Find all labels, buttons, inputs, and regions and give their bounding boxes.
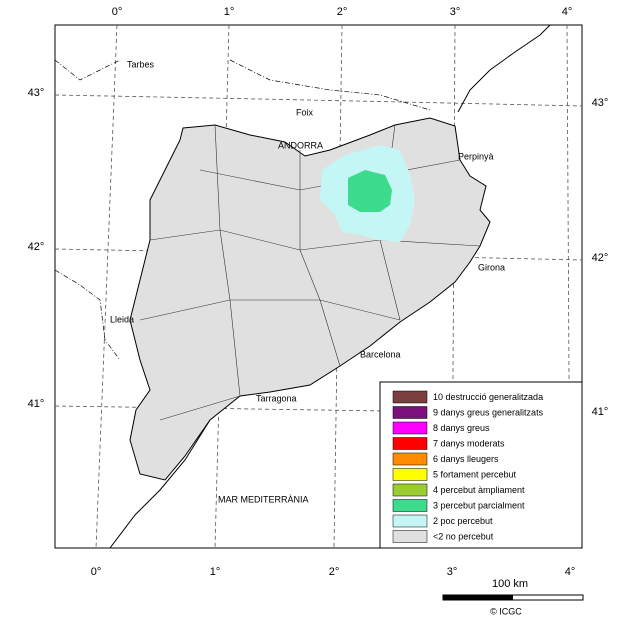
- lat-label: 41°: [28, 398, 45, 410]
- place-label: Girona: [478, 262, 505, 272]
- legend-swatch: [392, 483, 428, 497]
- legend-label: 8 danys greus: [433, 423, 490, 433]
- intensity-3-area: [348, 170, 392, 212]
- legend-swatch: [392, 530, 428, 543]
- legend: 10 destrucció generalitzada 9 danys greus…: [392, 390, 544, 543]
- sea-label: MAR MEDITERRÀNIA: [218, 494, 309, 504]
- legend-swatch: [392, 514, 428, 528]
- place-label: Perpinyà: [458, 151, 494, 161]
- lon-label: 1°: [224, 6, 235, 18]
- credit: © ICGC: [490, 606, 522, 616]
- lon-label: 1°: [210, 566, 221, 578]
- legend-swatch: [392, 421, 428, 435]
- legend-swatch: [392, 468, 428, 481]
- scale-bar-fill: [443, 595, 513, 600]
- coastline: [54, 24, 551, 549]
- legend-swatch: [392, 406, 428, 419]
- legend-label: 6 danys lleugers: [433, 454, 499, 464]
- place-label: Tarragona: [256, 393, 297, 403]
- lon-label: 2°: [329, 566, 340, 578]
- lat-label: 43°: [592, 97, 609, 109]
- legend-label: 3 percebut parcialment: [433, 500, 525, 510]
- lon-label: 0°: [112, 6, 123, 18]
- legend-label: <2 no percebut: [433, 531, 494, 541]
- lon-label: 3°: [447, 566, 458, 578]
- legend-swatch: [392, 390, 428, 404]
- lon-label: 2°: [337, 6, 348, 18]
- legend-swatch: [392, 437, 428, 450]
- legend-label: 10 destrucció generalitzada: [433, 392, 543, 402]
- legend-label: 4 percebut àmpliament: [433, 485, 525, 495]
- place-label: Barcelona: [360, 349, 401, 359]
- legend-swatch: [392, 499, 428, 512]
- place-label: ANDORRA: [278, 140, 323, 150]
- lat-label: 42°: [592, 252, 609, 264]
- lon-label: 3°: [450, 6, 461, 18]
- legend-label: 2 poc percebut: [433, 516, 493, 526]
- lon-label: 4°: [562, 6, 573, 18]
- scale-label: 100 km: [492, 578, 528, 590]
- lon-label: 0°: [91, 566, 102, 578]
- legend-swatch: [392, 452, 428, 466]
- legend-label: 9 danys greus generalitzats: [433, 407, 544, 417]
- place-label: Foix: [296, 107, 314, 117]
- place-label: Tarbes: [127, 59, 155, 69]
- lon-label: 4°: [565, 566, 576, 578]
- legend-label: 5 fortament percebut: [433, 469, 517, 479]
- legend-label: 7 danys moderats: [433, 438, 505, 448]
- place-label: Lleida: [110, 314, 134, 324]
- lat-label: 42°: [28, 241, 45, 253]
- lat-label: 43°: [28, 87, 45, 99]
- lat-label: 41°: [592, 406, 609, 418]
